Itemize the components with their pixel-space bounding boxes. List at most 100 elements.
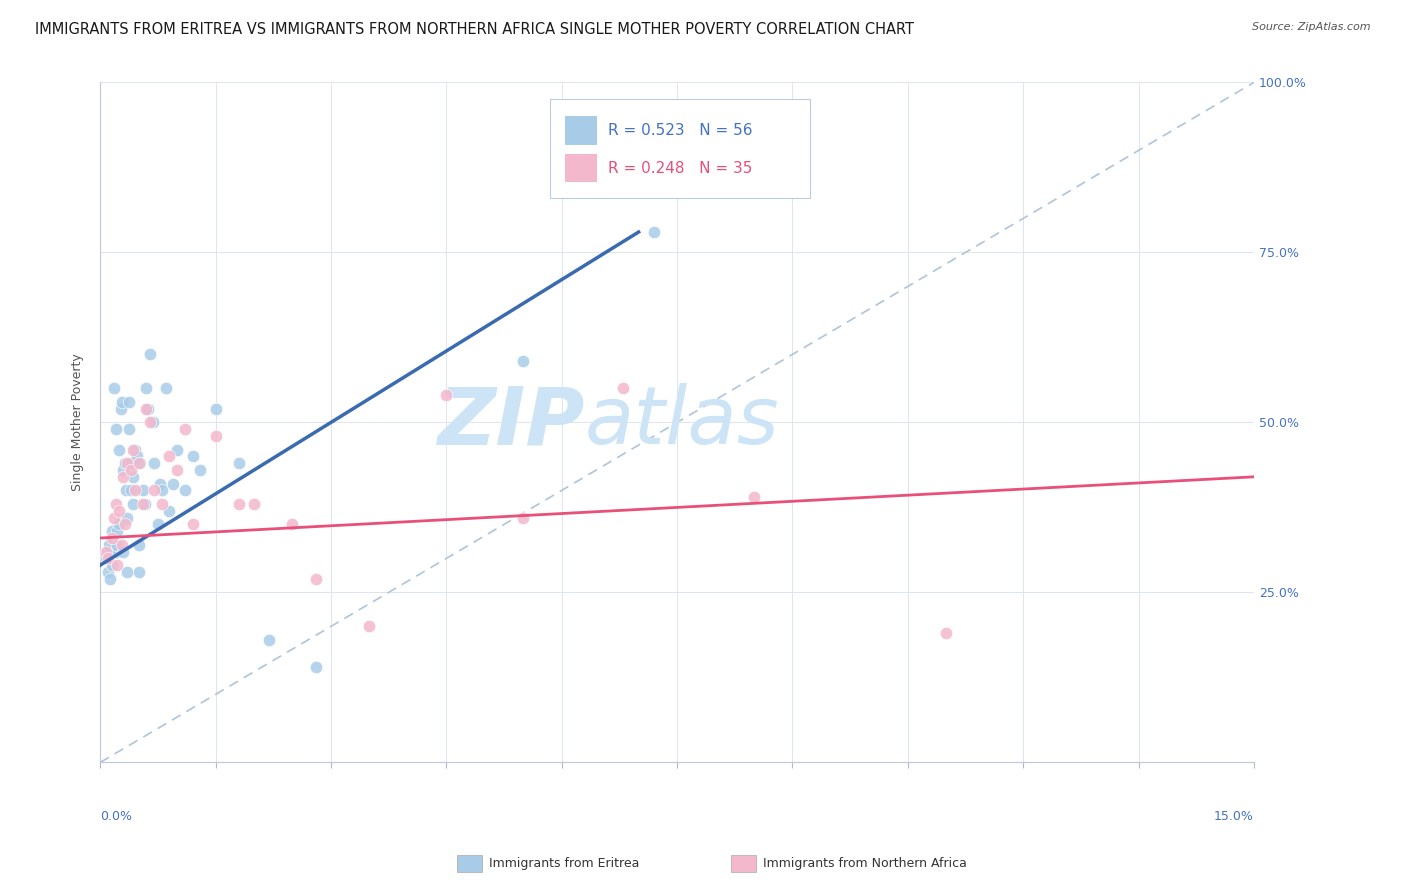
Point — [96, 544, 118, 558]
Point — [100, 524, 122, 539]
Point — [97, 565, 120, 579]
Point — [98, 572, 121, 586]
Point — [188, 463, 211, 477]
Point — [612, 381, 634, 395]
Point — [110, 401, 132, 416]
Point — [104, 544, 127, 558]
Point — [127, 450, 149, 464]
Point — [120, 483, 142, 498]
Point — [259, 632, 281, 647]
Point — [150, 483, 173, 498]
Point — [228, 456, 250, 470]
Text: 0.0%: 0.0% — [100, 810, 132, 823]
Point — [97, 551, 120, 566]
Point — [98, 538, 121, 552]
Point — [121, 470, 143, 484]
Y-axis label: Single Mother Poverty: Single Mother Poverty — [72, 353, 84, 491]
Point — [139, 347, 162, 361]
Point — [173, 422, 195, 436]
Point — [159, 504, 181, 518]
Point — [105, 558, 128, 573]
FancyBboxPatch shape — [565, 117, 598, 145]
Point — [108, 504, 131, 518]
Point — [643, 225, 665, 239]
Point — [304, 660, 326, 674]
Point — [128, 538, 150, 552]
Point — [104, 497, 127, 511]
Point — [742, 490, 765, 504]
Point — [105, 538, 128, 552]
Point — [166, 463, 188, 477]
Point — [103, 510, 125, 524]
Text: R = 0.523   N = 56: R = 0.523 N = 56 — [607, 123, 752, 138]
Point — [155, 381, 177, 395]
Point — [181, 450, 204, 464]
Point — [204, 429, 226, 443]
Point — [121, 442, 143, 457]
Point — [120, 456, 142, 470]
Point — [112, 470, 135, 484]
Point — [150, 497, 173, 511]
Point — [115, 510, 138, 524]
Text: 15.0%: 15.0% — [1213, 810, 1254, 823]
Text: ZIP: ZIP — [437, 384, 585, 461]
Point — [359, 619, 381, 633]
Point — [136, 401, 159, 416]
Point — [108, 442, 131, 457]
Point — [100, 558, 122, 573]
Point — [129, 456, 152, 470]
Point — [121, 497, 143, 511]
Point — [159, 450, 181, 464]
Point — [115, 565, 138, 579]
Point — [149, 476, 172, 491]
Point — [103, 381, 125, 395]
FancyBboxPatch shape — [565, 153, 598, 182]
Point — [181, 517, 204, 532]
Point — [146, 517, 169, 532]
Point — [108, 517, 131, 532]
Text: IMMIGRANTS FROM ERITREA VS IMMIGRANTS FROM NORTHERN AFRICA SINGLE MOTHER POVERTY: IMMIGRANTS FROM ERITREA VS IMMIGRANTS FR… — [35, 22, 914, 37]
Point — [304, 572, 326, 586]
Point — [124, 483, 146, 498]
Point — [135, 381, 157, 395]
Point — [104, 422, 127, 436]
Point — [204, 401, 226, 416]
Point — [105, 524, 128, 539]
Point — [111, 538, 134, 552]
Point — [114, 517, 136, 532]
Point — [228, 497, 250, 511]
Point — [120, 463, 142, 477]
Point — [124, 442, 146, 457]
Point — [434, 388, 457, 402]
Point — [96, 551, 118, 566]
Text: Immigrants from Northern Africa: Immigrants from Northern Africa — [763, 857, 967, 870]
Point — [118, 395, 141, 409]
Point — [97, 544, 120, 558]
Point — [118, 422, 141, 436]
Point — [131, 497, 153, 511]
Point — [114, 483, 136, 498]
Point — [512, 510, 534, 524]
Point — [143, 456, 166, 470]
Point — [139, 416, 162, 430]
Point — [143, 483, 166, 498]
Point — [112, 544, 135, 558]
Point — [512, 354, 534, 368]
Text: atlas: atlas — [585, 384, 779, 461]
Text: Immigrants from Eritrea: Immigrants from Eritrea — [489, 857, 640, 870]
Point — [173, 483, 195, 498]
Point — [111, 395, 134, 409]
Point — [114, 456, 136, 470]
Point — [100, 531, 122, 545]
Point — [166, 442, 188, 457]
Point — [162, 476, 184, 491]
Point — [134, 497, 156, 511]
Point — [281, 517, 304, 532]
Text: R = 0.248   N = 35: R = 0.248 N = 35 — [607, 161, 752, 176]
Point — [128, 456, 150, 470]
Point — [243, 497, 266, 511]
Point — [135, 401, 157, 416]
Point — [141, 416, 163, 430]
Point — [935, 626, 957, 640]
Text: Source: ZipAtlas.com: Source: ZipAtlas.com — [1253, 22, 1371, 32]
